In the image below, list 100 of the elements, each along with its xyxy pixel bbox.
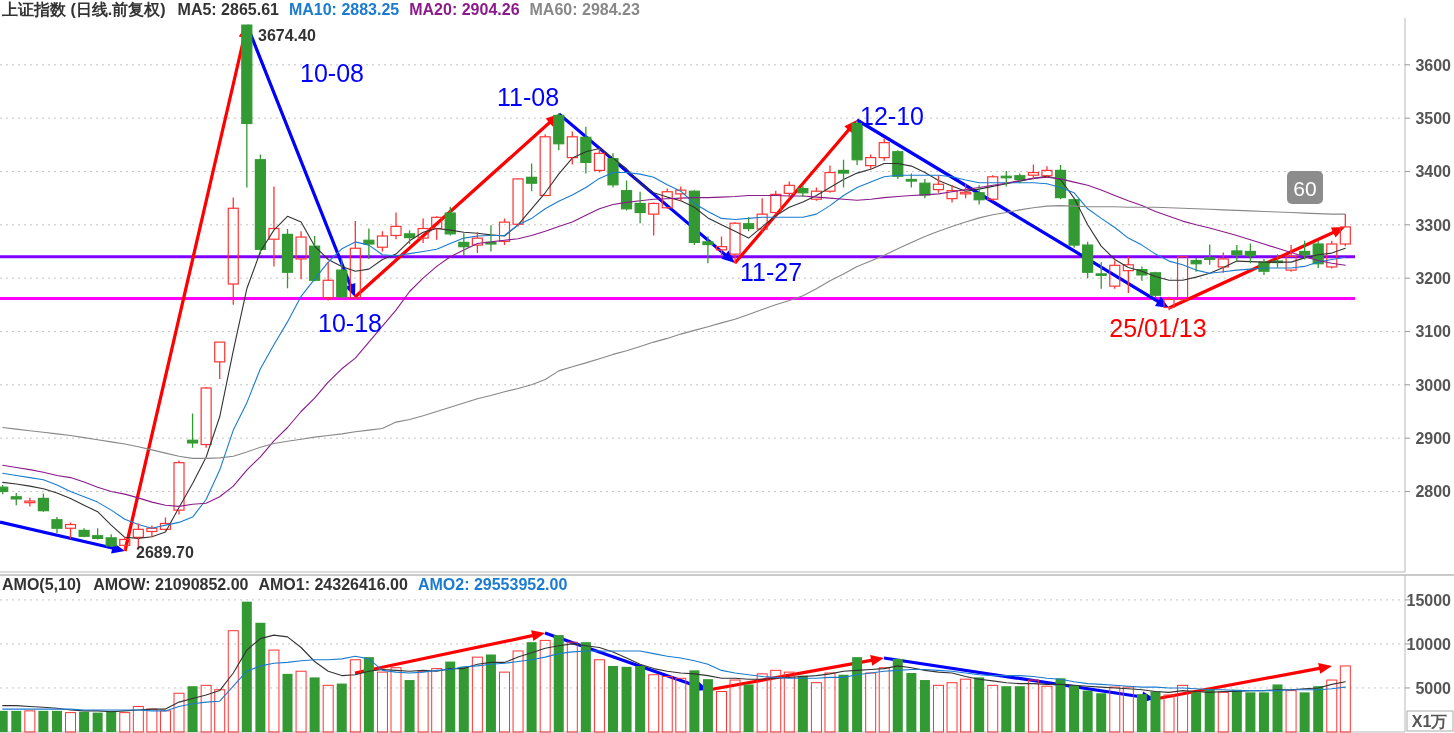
bar <box>1055 678 1066 732</box>
y-axis-title: X1万 <box>1411 713 1448 730</box>
y-tick-label: 3200 <box>1415 270 1452 288</box>
bar <box>309 677 320 732</box>
bar <box>1217 691 1229 733</box>
y-tick-label: 5000 <box>1415 679 1452 697</box>
y-tick-label: 3400 <box>1415 163 1452 181</box>
bar <box>187 686 198 732</box>
bar <box>390 667 402 733</box>
bar <box>92 712 103 732</box>
bar <box>689 670 700 732</box>
bar <box>783 671 795 733</box>
legend: AMO1: 24326416.00 AMO2: 29553952.00 <box>258 576 568 593</box>
bar <box>431 668 443 733</box>
bar <box>919 680 930 732</box>
bar <box>214 689 226 733</box>
bar <box>675 677 687 733</box>
y-tick-label: 2800 <box>1415 483 1452 501</box>
bar <box>1258 692 1269 732</box>
bar <box>336 683 347 732</box>
bar <box>200 684 212 733</box>
annotation: 2689.70 <box>136 544 194 561</box>
bar <box>1150 691 1161 732</box>
chart-title: AMO(5,10) <box>2 576 82 593</box>
bar <box>824 672 836 733</box>
bar <box>1191 692 1202 732</box>
bar <box>1177 684 1189 733</box>
bar <box>878 667 890 733</box>
bar <box>987 684 999 733</box>
bar <box>1163 694 1175 733</box>
bar <box>1204 688 1215 732</box>
bar <box>661 676 673 733</box>
bar <box>1069 685 1080 732</box>
bar <box>1231 689 1242 732</box>
bar <box>11 710 22 732</box>
y-tick-label: 3500 <box>1415 110 1452 128</box>
bar <box>715 690 727 733</box>
bar <box>580 642 591 732</box>
bar <box>743 684 754 732</box>
bar <box>621 666 632 732</box>
bar <box>1122 686 1134 733</box>
bar <box>485 654 496 732</box>
ylabel: X1万 <box>1406 710 1454 732</box>
bar <box>1272 684 1283 732</box>
bar <box>146 708 158 733</box>
bar <box>526 642 537 732</box>
bar <box>65 712 77 733</box>
bar <box>51 710 62 732</box>
bar <box>255 622 266 732</box>
bar <box>38 710 49 732</box>
y-tick-label: 3300 <box>1415 216 1452 234</box>
y-tick-label: 15000 <box>1406 591 1452 609</box>
bar <box>1285 690 1297 733</box>
bar <box>241 601 252 732</box>
bar <box>810 682 822 733</box>
bar <box>865 672 877 733</box>
bar <box>322 684 334 733</box>
bar <box>1027 679 1039 733</box>
annotation: 60 <box>1287 171 1323 204</box>
bar <box>770 669 782 733</box>
bar <box>417 670 429 733</box>
annotation: 3674.40 <box>258 27 316 44</box>
bar <box>852 657 863 732</box>
bar <box>1096 693 1107 732</box>
bar <box>566 641 578 733</box>
annotation: 25/01/13 <box>1109 314 1207 342</box>
chart-title: 上证指数 (日线.前复权) <box>1 1 166 18</box>
bar <box>593 659 605 733</box>
bar <box>797 675 808 732</box>
annotation: 10-08 <box>300 59 364 87</box>
bar <box>553 635 564 732</box>
bar <box>445 661 456 732</box>
bar <box>838 674 849 732</box>
bar <box>892 658 903 732</box>
bar <box>349 659 361 733</box>
bar <box>1136 694 1147 732</box>
bar <box>79 711 90 732</box>
bar <box>648 674 660 733</box>
bar <box>295 670 307 733</box>
bar <box>1245 692 1256 732</box>
bar <box>1326 679 1338 733</box>
bar <box>512 650 524 733</box>
bar <box>106 710 117 732</box>
bar <box>1082 690 1093 732</box>
bar <box>159 710 171 733</box>
bar <box>960 678 972 733</box>
bar <box>932 684 944 733</box>
bar <box>363 657 374 732</box>
y-tick-label: 2900 <box>1415 430 1452 448</box>
chart-subtitle: AMOW: 21090852.00 <box>93 576 249 593</box>
bar <box>1299 692 1310 732</box>
bar <box>132 705 144 733</box>
bar <box>1014 686 1025 732</box>
bar <box>24 710 36 733</box>
annotation: 11-27 <box>740 258 803 286</box>
bar <box>539 639 551 733</box>
y-tick-label: 3000 <box>1415 376 1452 394</box>
bar <box>404 680 415 732</box>
y-tick-label: 3100 <box>1415 323 1452 341</box>
bar <box>974 677 985 732</box>
